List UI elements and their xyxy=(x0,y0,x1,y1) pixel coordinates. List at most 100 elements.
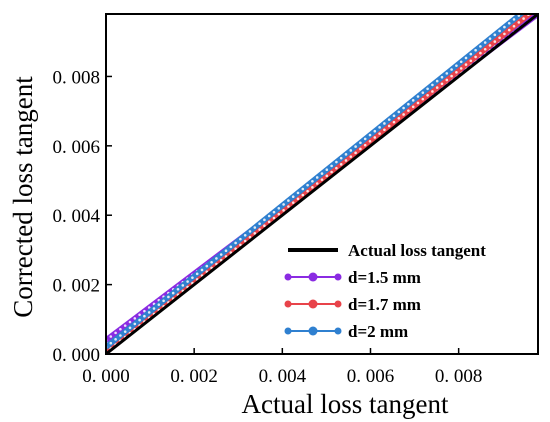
series-point xyxy=(191,276,194,279)
series-point xyxy=(119,327,122,331)
series-point xyxy=(263,218,266,222)
series-point xyxy=(195,272,199,276)
series-point xyxy=(128,326,132,330)
series-point xyxy=(157,303,161,306)
series-point xyxy=(503,25,506,29)
series-point xyxy=(527,7,530,10)
series-point xyxy=(373,129,377,133)
y-axis-title: Corrected loss tangent xyxy=(8,76,38,318)
series-point xyxy=(522,17,525,20)
series-point xyxy=(359,141,362,145)
series-point xyxy=(512,18,516,21)
series-point xyxy=(483,41,487,44)
legend-marker xyxy=(334,327,342,335)
series-point xyxy=(315,176,319,179)
series-point xyxy=(479,51,482,55)
series-point xyxy=(243,233,247,237)
series-point xyxy=(378,126,381,129)
series-point xyxy=(147,311,151,314)
series-3 xyxy=(106,7,530,350)
series-point xyxy=(493,33,497,37)
series-point xyxy=(215,257,218,260)
series-point xyxy=(253,226,257,229)
series-point xyxy=(291,195,295,199)
series-point xyxy=(301,187,305,191)
series-point xyxy=(416,101,420,105)
series-2 xyxy=(106,6,540,354)
series-point xyxy=(109,341,113,345)
series-point xyxy=(277,206,281,210)
series-point xyxy=(258,222,261,226)
series-point xyxy=(306,189,309,193)
series-point xyxy=(368,140,372,143)
series-point xyxy=(335,166,338,170)
series-point xyxy=(267,220,271,224)
legend-marker xyxy=(308,299,318,309)
series-point xyxy=(243,239,247,243)
series-point xyxy=(186,280,189,283)
series-point xyxy=(205,264,209,268)
series-point xyxy=(133,322,137,326)
legend-marker xyxy=(284,300,292,308)
series-point xyxy=(503,32,506,36)
series-point xyxy=(138,313,141,317)
x-axis: 0. 000 0. 002 0. 004 0. 006 0. 008 xyxy=(82,348,482,387)
series-point xyxy=(311,180,314,183)
series-point xyxy=(234,247,237,251)
series-point xyxy=(272,216,276,220)
legend-label: d=2 mm xyxy=(348,322,408,341)
series-point xyxy=(512,24,516,28)
series-point xyxy=(133,317,137,320)
series-point xyxy=(378,132,381,135)
series-point xyxy=(162,299,165,303)
series-point xyxy=(258,228,261,231)
series-point xyxy=(387,118,391,121)
series-point xyxy=(435,86,439,89)
series-0 xyxy=(106,14,538,354)
series-point xyxy=(488,37,492,40)
series-point xyxy=(301,193,305,197)
legend-item: d=2 mm xyxy=(284,322,408,341)
series-point xyxy=(277,212,281,216)
series-point xyxy=(387,124,391,128)
series-point xyxy=(219,258,223,262)
series-point xyxy=(143,314,146,318)
series-point xyxy=(474,55,477,59)
series-point xyxy=(537,6,540,9)
series-point xyxy=(459,60,463,64)
series-point xyxy=(325,174,329,178)
x-tick-label: 0. 004 xyxy=(259,366,307,387)
series-point xyxy=(402,113,405,116)
series-point xyxy=(296,197,300,201)
series-point xyxy=(344,153,348,156)
series-point xyxy=(123,324,127,327)
series-point xyxy=(239,243,242,247)
series-point xyxy=(123,330,127,333)
series-point xyxy=(517,21,521,24)
legend-marker xyxy=(284,327,292,335)
series-point xyxy=(532,10,535,13)
series-point xyxy=(450,68,453,71)
plot-frame xyxy=(105,13,539,355)
series-point xyxy=(359,147,362,151)
legend-marker xyxy=(334,273,342,281)
series-point xyxy=(320,172,324,175)
series-point xyxy=(344,159,348,162)
y-tick-label: 0. 002 xyxy=(53,276,101,297)
y-tick-label: 0. 000 xyxy=(53,345,101,366)
series-point xyxy=(349,155,353,158)
series-point xyxy=(109,335,113,338)
series-point xyxy=(469,52,473,56)
series-point xyxy=(507,28,511,32)
series-point xyxy=(263,224,266,227)
series-point xyxy=(445,78,449,82)
series-point xyxy=(455,64,458,67)
series-point xyxy=(416,95,420,98)
series-point xyxy=(373,136,377,139)
series-point xyxy=(171,291,175,295)
series-point xyxy=(397,116,401,120)
series-point xyxy=(210,260,213,264)
series-point xyxy=(200,268,204,272)
series-point xyxy=(431,83,434,87)
